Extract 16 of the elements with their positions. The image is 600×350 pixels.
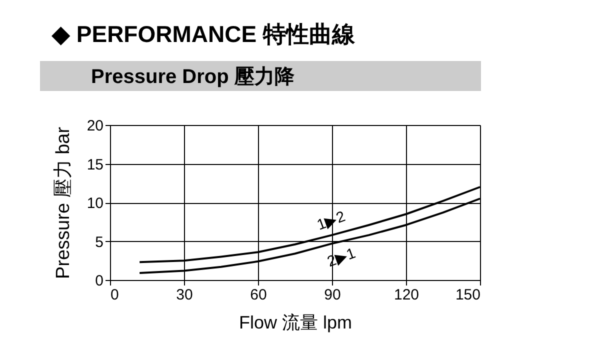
x-tick-label: 120 xyxy=(394,286,420,304)
x-tick-label: 150 xyxy=(455,286,480,304)
y-tick-label: 20 xyxy=(86,118,104,134)
y-tick-label: 5 xyxy=(95,234,104,251)
y-tick-label: 10 xyxy=(86,195,104,212)
chart-title: ◆ PERFORMANCE 特性曲線 xyxy=(51,21,356,47)
x-axis-title: Flow 流量 lpm xyxy=(238,312,352,332)
y-tick-label: 15 xyxy=(86,156,104,174)
x-tick-label: 60 xyxy=(250,286,267,304)
y-axis-title: Pressure 壓力 bar xyxy=(52,126,74,280)
x-tick-label: 90 xyxy=(324,286,341,304)
y-tick-label: 0 xyxy=(95,272,104,290)
x-tick-label: 30 xyxy=(176,286,193,304)
x-tick-label: 0 xyxy=(110,286,119,304)
text: 1▶2 xyxy=(314,208,348,234)
chart-subtitle: Pressure Drop 壓力降 xyxy=(91,66,296,88)
